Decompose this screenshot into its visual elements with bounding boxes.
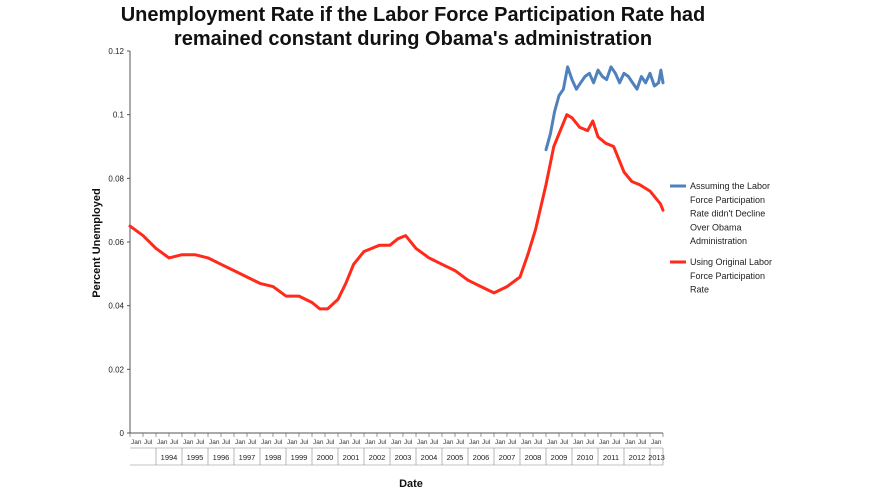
legend-label-0: Force Participation [690,195,765,205]
x-year-label: 2008 [525,453,542,462]
x-year-label: 2003 [395,453,412,462]
x-month-tick-label: Jul [534,439,543,446]
x-year-label: 2009 [551,453,568,462]
x-year-label: 2004 [421,453,438,462]
legend-label-0: Administration [690,236,747,246]
x-month-tick-label: Jul [612,439,621,446]
legend-label-1: Rate [690,285,709,295]
x-year-label: 1996 [213,453,230,462]
x-month-tick-label: Jul [482,439,491,446]
x-month-tick-label: Jul [456,439,465,446]
x-year-label: 2007 [499,453,516,462]
x-month-tick-label: Jul [430,439,439,446]
x-month-tick-label: Jan [157,439,168,446]
x-year-label: 2002 [369,453,386,462]
x-year-label: 2012 [629,453,646,462]
x-month-tick-label: Jan [443,439,454,446]
y-tick-label: 0 [120,429,125,438]
x-year-label: 2006 [473,453,490,462]
x-month-tick-label: Jan [313,439,324,446]
x-month-tick-label: Jul [222,439,231,446]
x-month-tick-label: Jan [495,439,506,446]
x-month-tick-label: Jul [508,439,517,446]
y-tick-label: 0.08 [108,174,124,183]
x-month-tick-label: Jan [625,439,636,446]
x-year-label: 2005 [447,453,464,462]
legend-label-1: Force Participation [690,271,765,281]
x-year-label: 1994 [161,453,178,462]
legend: Assuming the Labor Force Participation Rat… [670,181,772,295]
x-axis-label: Date [399,478,423,490]
x-month-tick-label: Jul [352,439,361,446]
x-month-tick-label: Jul [378,439,387,446]
legend-label-0: Rate didn't Decline [690,209,765,219]
y-tick-label: 0.06 [108,238,124,247]
x-month-tick-label: Jul [300,439,309,446]
x-year-label: 2010 [577,453,594,462]
x-month-tick-label: Jan [365,439,376,446]
y-tick-label: 0.02 [108,365,124,374]
x-month-tick-label: Jan [209,439,220,446]
x-month-tick-label: Jan [521,439,532,446]
series-line-1 [128,113,665,311]
legend-label-1: Using Original Labor [690,257,772,267]
legend-label-0: Over Obama [690,222,742,232]
x-year-label: 1998 [265,453,282,462]
series-layer [128,65,665,311]
x-month-tick-label: Jan [183,439,194,446]
x-month-tick-label: Jul [638,439,647,446]
x-month-tick-label: Jan [235,439,246,446]
y-tick-label: 0.1 [113,111,125,120]
x-year-label: 2011 [603,453,619,462]
x-month-tick-label: Jul [560,439,569,446]
y-tick-label: 0.12 [108,47,124,56]
chart-title-line-2: remained constant during Obama's adminis… [173,28,653,50]
x-month-tick-label: Jan [131,439,142,446]
x-month-tick-label: Jan [391,439,402,446]
x-year-label: 2013 [648,453,665,462]
x-month-tick-label: Jan [287,439,298,446]
series-line-0 [544,65,665,152]
x-month-tick-label: Jul [144,439,153,446]
x-month-tick-label: Jul [326,439,335,446]
x-month-tick-label: Jan [417,439,428,446]
x-month-tick-label: Jul [170,439,179,446]
legend-label-0: Assuming the Labor [690,181,770,191]
y-axis-label: Percent Unemployed [91,188,103,297]
x-month-tick-label: Jan [469,439,480,446]
x-month-tick-label: Jan [261,439,272,446]
x-month-tick-label: Jan [339,439,350,446]
x-month-tick-label: Jul [274,439,283,446]
x-month-tick-label: Jan [651,439,662,446]
x-month-tick-label: Jan [547,439,558,446]
x-month-tick-label: Jul [248,439,257,446]
x-month-tick-label: Jul [196,439,205,446]
y-tick-label: 0.04 [108,302,124,311]
x-month-tick-label: Jul [586,439,595,446]
x-month-tick-label: Jul [404,439,413,446]
x-year-label: 1999 [291,453,308,462]
chart-title-line-1: Unemployment Rate if the Labor Force Par… [120,4,706,26]
x-year-label: 2001 [343,453,360,462]
x-month-tick-label: Jan [599,439,610,446]
x-month-tick-label: Jan [573,439,584,446]
x-year-label: 2000 [317,453,334,462]
x-year-label: 1995 [187,453,204,462]
x-year-label: 1997 [239,453,256,462]
